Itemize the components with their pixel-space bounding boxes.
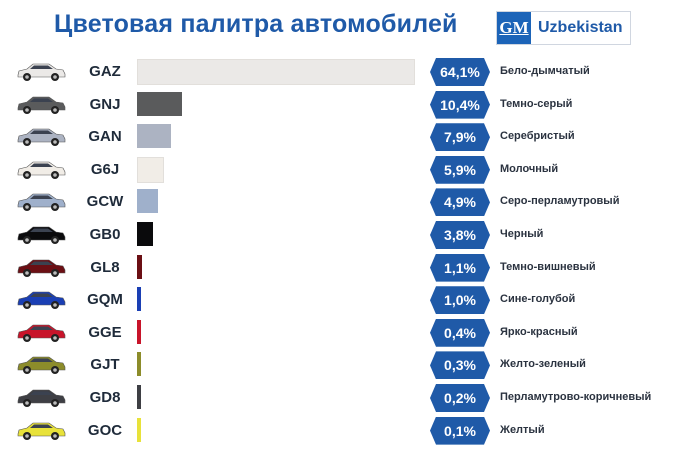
bar xyxy=(137,91,182,116)
gm-uzbekistan-logo: GM Uzbekistan xyxy=(496,11,632,45)
value-badge: 7,9% xyxy=(430,123,490,152)
color-name-label: Перламутрово-коричневый xyxy=(500,391,652,403)
car-icon xyxy=(15,222,67,246)
color-code-label: GAN xyxy=(88,128,122,146)
color-name-label: Темно-серый xyxy=(500,97,573,110)
value-badge: 3,8% xyxy=(430,221,490,249)
gm-logo-mark: GM xyxy=(497,12,531,44)
car-icon xyxy=(15,124,67,148)
color-name-label: Сине-голубой xyxy=(500,293,576,306)
bar xyxy=(137,189,159,214)
color-name-label: Темно-вишневый xyxy=(500,260,596,273)
bar xyxy=(137,385,141,409)
color-code-label: GGE xyxy=(88,323,122,341)
value-badge: 5,9% xyxy=(430,155,490,184)
color-code-label: GJT xyxy=(90,356,120,374)
value-badge: 0,2% xyxy=(430,384,490,412)
car-icon xyxy=(15,59,67,83)
color-code-label: GL8 xyxy=(90,258,120,276)
color-name-label: Молочный xyxy=(500,162,559,175)
color-name-label: Желто-зеленый xyxy=(500,358,586,371)
car-icon xyxy=(15,320,67,344)
color-name-label: Бело-дымчатый xyxy=(500,65,590,77)
bar xyxy=(137,352,141,377)
bar xyxy=(137,319,141,344)
bar xyxy=(137,222,154,246)
value-badge: 1,0% xyxy=(430,286,490,315)
color-code-label: GNJ xyxy=(89,95,121,113)
value-badge: 0,3% xyxy=(430,351,490,380)
car-icon xyxy=(15,385,67,409)
color-code-label: GB0 xyxy=(89,226,121,243)
color-name-label: Серо-перламутровый xyxy=(500,195,620,208)
color-name-label: Желтый xyxy=(500,423,545,436)
car-icon xyxy=(15,352,67,376)
car-icon xyxy=(15,92,67,116)
car-icon xyxy=(15,189,67,213)
page-title: Цветовая палитра автомобилей xyxy=(54,10,458,38)
value-badge: 10,4% xyxy=(430,90,490,119)
bar xyxy=(137,156,165,183)
car-icon xyxy=(15,287,67,311)
car-icon xyxy=(15,255,67,279)
gm-logo-text: Uzbekistan xyxy=(538,19,623,36)
value-badge: 0,4% xyxy=(430,318,490,347)
bar xyxy=(137,417,141,442)
car-icon xyxy=(15,157,67,181)
bar xyxy=(137,59,415,85)
color-code-label: GAZ xyxy=(89,63,121,80)
color-code-label: GQM xyxy=(87,291,123,309)
color-name-label: Серебристый xyxy=(500,130,575,143)
bar xyxy=(137,287,142,312)
bar xyxy=(137,254,142,279)
color-name-label: Ярко-красный xyxy=(500,325,578,338)
car-icon xyxy=(15,418,67,442)
value-badge: 4,9% xyxy=(430,188,490,217)
color-code-label: GOC xyxy=(87,421,123,439)
value-badge: 0,1% xyxy=(430,416,490,445)
color-name-label: Черный xyxy=(500,228,544,240)
color-code-label: GD8 xyxy=(89,389,121,406)
color-code-label: GCW xyxy=(86,193,124,211)
bar xyxy=(137,124,171,149)
color-code-label: G6J xyxy=(90,160,120,178)
value-badge: 1,1% xyxy=(430,253,490,282)
value-badge: 64,1% xyxy=(430,58,490,86)
